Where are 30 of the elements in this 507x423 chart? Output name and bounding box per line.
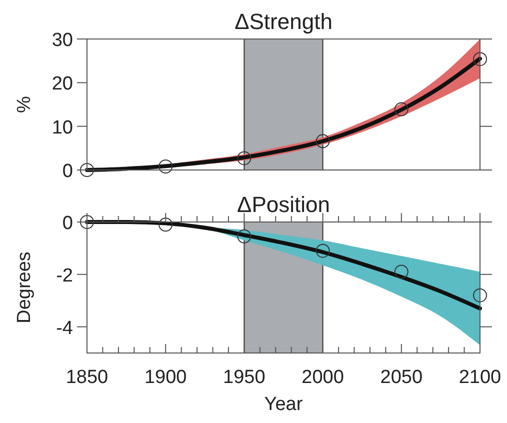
y-tick-label: -4 <box>56 318 74 339</box>
point <box>80 163 94 177</box>
y-axis-title: Degrees <box>14 252 35 324</box>
x-tick-label: 2000 <box>302 367 344 388</box>
point <box>158 160 173 174</box>
y-axis-title: % <box>14 96 35 113</box>
x-tick-label: 2050 <box>380 367 423 388</box>
point <box>316 134 330 148</box>
point <box>237 151 252 166</box>
y-tick-label: -2 <box>56 265 73 286</box>
point <box>473 52 487 66</box>
point <box>473 288 487 302</box>
x-tick-label: 2100 <box>458 367 502 388</box>
point <box>394 264 408 279</box>
y-tick-label: 0 <box>62 161 73 182</box>
chart-title: ΔStrength <box>234 9 332 34</box>
x-tick-label: 1850 <box>66 367 108 388</box>
x-axis-title: Year <box>264 394 304 415</box>
point <box>80 215 94 229</box>
chart-title: ΔPosition <box>237 192 330 217</box>
y-tick-label: 20 <box>52 74 73 95</box>
y-tick-label: 10 <box>52 117 73 138</box>
x-tick-label: 1950 <box>223 367 266 388</box>
y-tick-label: 30 <box>52 30 73 51</box>
point <box>316 244 330 258</box>
point <box>394 102 408 116</box>
point <box>158 218 173 232</box>
y-tick-label: 0 <box>62 213 73 234</box>
x-tick-label: 1900 <box>144 367 187 388</box>
point <box>237 229 252 244</box>
